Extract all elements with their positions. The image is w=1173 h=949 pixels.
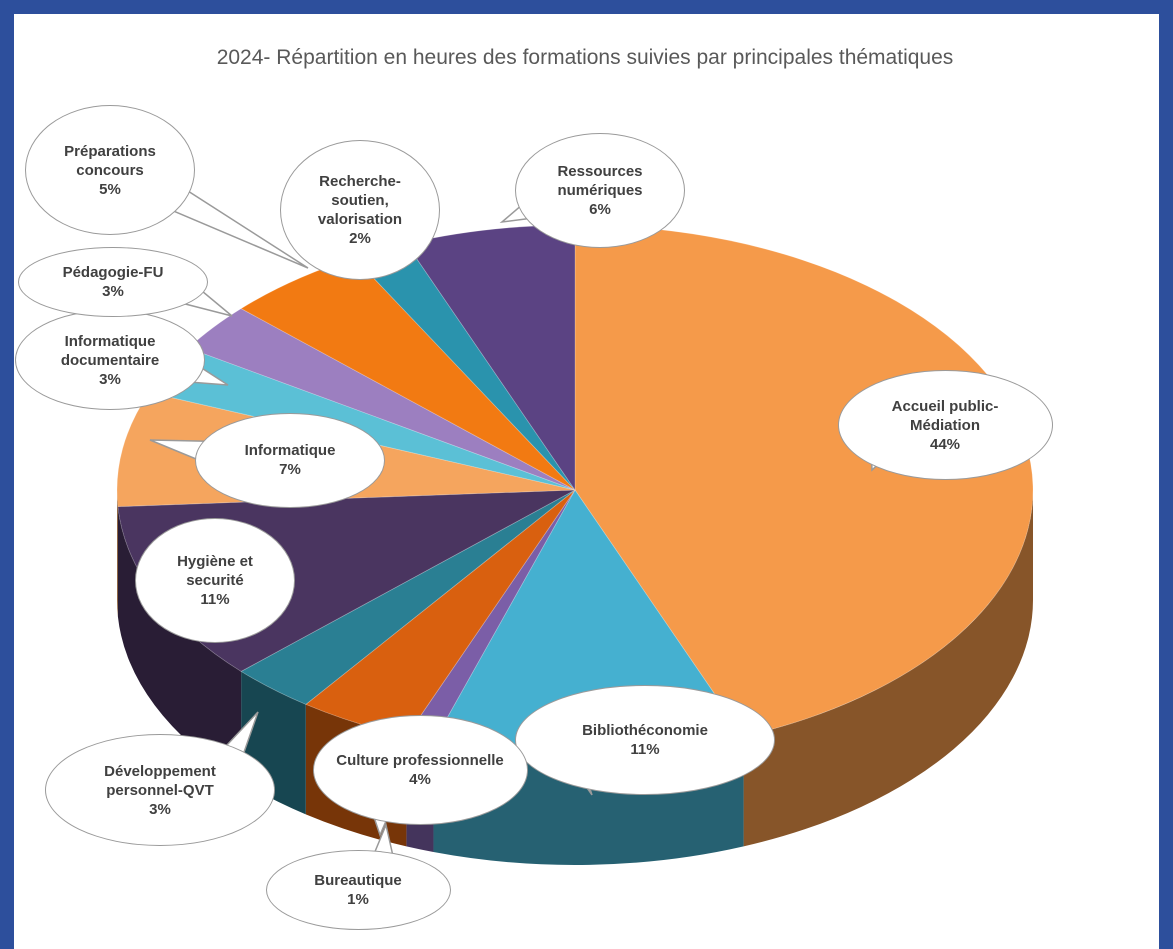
category-label: Pédagogie-FU (62, 264, 164, 281)
category-label: Accueil public-Médiation (891, 397, 999, 434)
slice (240, 489, 576, 705)
slice-side (743, 490, 1033, 847)
category-label: Hygiène et securité (177, 552, 253, 589)
value-label: 6% (589, 200, 611, 218)
value-label: 4% (409, 771, 431, 788)
callout: Développement personnel-QVT 3% (45, 734, 275, 846)
slice-side (117, 506, 242, 782)
callout: Informatique documentaire 3% (15, 310, 205, 410)
value-label: 3% (149, 800, 171, 818)
callout: Accueil public-Médiation 44% (837, 370, 1053, 480)
value-label: 1% (347, 891, 369, 908)
value-label: 2% (349, 230, 371, 247)
value-label: 3% (99, 370, 121, 388)
category-label: Bureautique (314, 872, 402, 889)
callout: Informatique 7% (195, 412, 385, 508)
category-label: Bibliothéconomie (582, 722, 708, 739)
category-label: Informatique documentaire (60, 332, 160, 369)
category-label: Développement personnel-QVT (104, 762, 216, 799)
value-label: 3% (102, 283, 124, 300)
callout: Hygiène et securité 11% (135, 517, 295, 643)
callout: Préparations concours 5% (25, 105, 195, 235)
value-label: 11% (200, 590, 230, 608)
category-label: Culture professionnelle (336, 752, 504, 769)
chart-title: 2024- Répartition en heures des formatio… (216, 46, 954, 69)
category-label: Préparations concours (64, 142, 156, 179)
callout: Pédagogie-FU 3% (18, 247, 208, 317)
value-label: 7% (279, 461, 301, 478)
value-label: 11% (630, 741, 660, 758)
category-label: Informatique (244, 442, 336, 459)
callout: Recherche-soutien, valorisation 2% (280, 140, 440, 280)
callout: Culture professionnelle 4% (312, 715, 528, 825)
callout: Ressources numériques 6% (515, 132, 685, 248)
callout: Bureautique 1% (265, 850, 451, 930)
callout: Bibliothéconomie 11% (515, 685, 775, 795)
value-label: 5% (99, 180, 121, 198)
value-label: 44% (929, 435, 961, 453)
category-label: Ressources numériques (557, 162, 643, 199)
category-label: Recherche-soutien, valorisation (317, 173, 403, 228)
slice-side (117, 490, 118, 617)
